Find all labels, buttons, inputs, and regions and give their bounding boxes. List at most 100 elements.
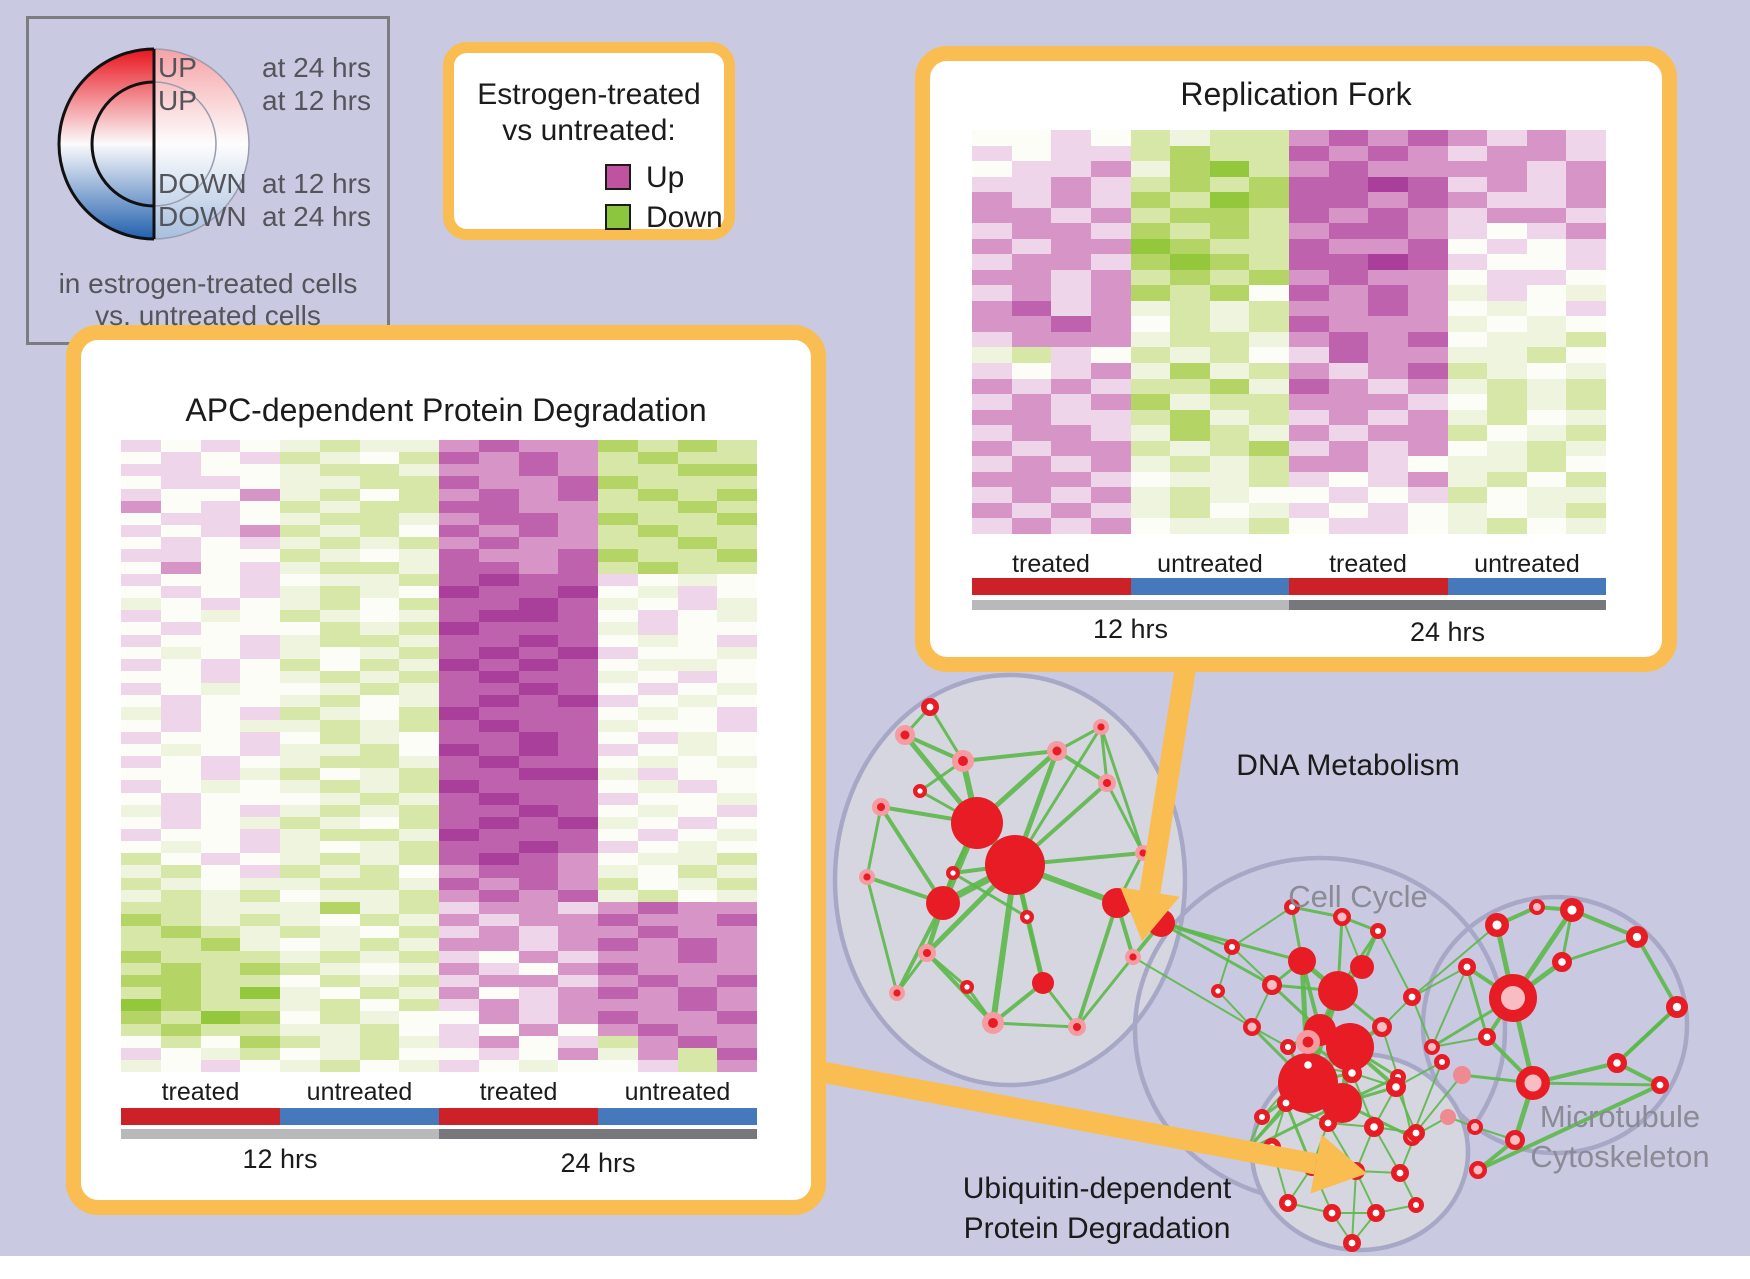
heatmap-cell bbox=[240, 889, 280, 902]
heatmap-cell bbox=[121, 549, 161, 562]
network-node bbox=[1288, 947, 1316, 975]
heatmap-cell bbox=[518, 549, 559, 562]
heatmap-cell bbox=[439, 573, 479, 586]
heatmap-cell bbox=[717, 816, 757, 829]
heatmap-cell bbox=[1368, 207, 1408, 224]
heatmap-cell bbox=[972, 409, 1012, 426]
heatmap-cell bbox=[319, 488, 360, 501]
heatmap-cell bbox=[518, 634, 559, 647]
heatmap-cell bbox=[598, 938, 638, 951]
network-edge bbox=[1560, 935, 1639, 964]
heatmap-cell bbox=[359, 1023, 400, 1036]
heatmap-cell bbox=[1090, 331, 1131, 348]
heatmap-cell bbox=[1487, 394, 1527, 410]
heatmap-cell bbox=[1051, 300, 1091, 317]
heatmap-cell bbox=[399, 695, 439, 708]
heatmap-cell bbox=[1447, 285, 1488, 301]
heatmap-cell bbox=[677, 476, 718, 489]
heatmap-cell bbox=[359, 610, 400, 623]
heatmap-cell bbox=[200, 658, 241, 671]
heatmap-cell bbox=[637, 440, 678, 453]
heatmap-cell bbox=[121, 452, 161, 465]
heatmap-cell bbox=[1130, 362, 1171, 379]
heatmap-cell bbox=[121, 464, 161, 477]
heatmap-cell bbox=[280, 561, 320, 574]
heatmap-cell bbox=[1130, 269, 1171, 286]
network-edge bbox=[1531, 1081, 1662, 1087]
heatmap-cell bbox=[121, 573, 161, 586]
heatmap-cell bbox=[399, 1059, 439, 1073]
network-node bbox=[1407, 1196, 1424, 1213]
heatmap-cell bbox=[1051, 362, 1091, 379]
heatmap-cell bbox=[240, 780, 280, 793]
heatmap-cell bbox=[1526, 456, 1567, 472]
network-node bbox=[1341, 1062, 1362, 1083]
heatmap-cell bbox=[1526, 331, 1567, 348]
heatmap-cell bbox=[717, 537, 757, 550]
heatmap-cell bbox=[160, 452, 201, 465]
heatmap-cell bbox=[1526, 409, 1567, 426]
heatmap-cell bbox=[1487, 192, 1527, 208]
heatmap-cell bbox=[637, 816, 678, 829]
heatmap-cell bbox=[972, 300, 1012, 317]
heatmap-cell bbox=[1487, 254, 1527, 270]
heatmap-cell bbox=[1051, 254, 1091, 270]
heatmap-cell bbox=[1090, 471, 1131, 488]
heatmap-cell bbox=[200, 1035, 241, 1048]
heatmap-cell bbox=[478, 695, 519, 708]
heatmap-cell bbox=[200, 561, 241, 574]
heatmap-cell bbox=[200, 950, 241, 963]
heatmap-cell bbox=[518, 1047, 559, 1060]
heatmap-cell bbox=[399, 512, 439, 526]
heatmap-cell bbox=[399, 987, 439, 1000]
heatmap-cell bbox=[1328, 130, 1369, 146]
heatmap-cell bbox=[240, 1035, 280, 1048]
heatmap-cell bbox=[200, 1059, 241, 1073]
heatmap-cell bbox=[280, 914, 320, 927]
heatmap-cell bbox=[1011, 487, 1052, 503]
heatmap-cell bbox=[200, 512, 241, 526]
heatmap-cell bbox=[160, 573, 201, 586]
network-node bbox=[1297, 1054, 1318, 1075]
network-node bbox=[1559, 897, 1584, 922]
heatmap-cell bbox=[240, 537, 280, 550]
heatmap-cell bbox=[200, 1023, 241, 1036]
heatmap-cell bbox=[439, 780, 479, 793]
heatmap-cell bbox=[637, 452, 678, 465]
network-node bbox=[1369, 922, 1386, 939]
heatmap-cell bbox=[478, 537, 519, 550]
network-edge bbox=[1132, 956, 1253, 1028]
heatmap-cell bbox=[637, 695, 678, 708]
heatmap-cell bbox=[1209, 207, 1250, 224]
network-node bbox=[1283, 898, 1300, 915]
heatmap-cell bbox=[160, 670, 201, 684]
heatmap-cell bbox=[598, 500, 638, 513]
heatmap-cell bbox=[1170, 300, 1210, 317]
heatmap-cell bbox=[558, 914, 598, 927]
heatmap-row bbox=[121, 987, 757, 1000]
heatmap-cell bbox=[1170, 145, 1210, 162]
heatmap-cell bbox=[1407, 440, 1448, 457]
heatmap-cell bbox=[478, 768, 519, 781]
heatmap-cell bbox=[1090, 487, 1131, 503]
heatmap-cell bbox=[1566, 269, 1606, 286]
network-edge bbox=[1377, 930, 1413, 998]
heatmap-row bbox=[972, 394, 1606, 410]
heatmap-cell bbox=[1407, 394, 1448, 410]
heatmap-row bbox=[121, 537, 757, 550]
heatmap-cell bbox=[1526, 425, 1567, 441]
heatmap-cell bbox=[200, 877, 241, 890]
heatmap-cell bbox=[160, 1047, 201, 1060]
heatmap-cell bbox=[478, 889, 519, 902]
heatmap-cell bbox=[1368, 254, 1408, 270]
heatmap-cell bbox=[518, 695, 559, 708]
heatmap-cell bbox=[1011, 456, 1052, 472]
cluster-label-dna-metabolism: DNA Metabolism bbox=[1236, 749, 1459, 782]
heatmap-cell bbox=[518, 537, 559, 550]
heatmap-cell bbox=[439, 950, 479, 963]
heatmap-cell bbox=[1090, 192, 1131, 208]
heatmap-cell bbox=[518, 865, 559, 878]
network-node bbox=[1067, 1017, 1086, 1036]
heatmap-cell bbox=[518, 452, 559, 465]
heatmap-cell bbox=[558, 610, 598, 623]
